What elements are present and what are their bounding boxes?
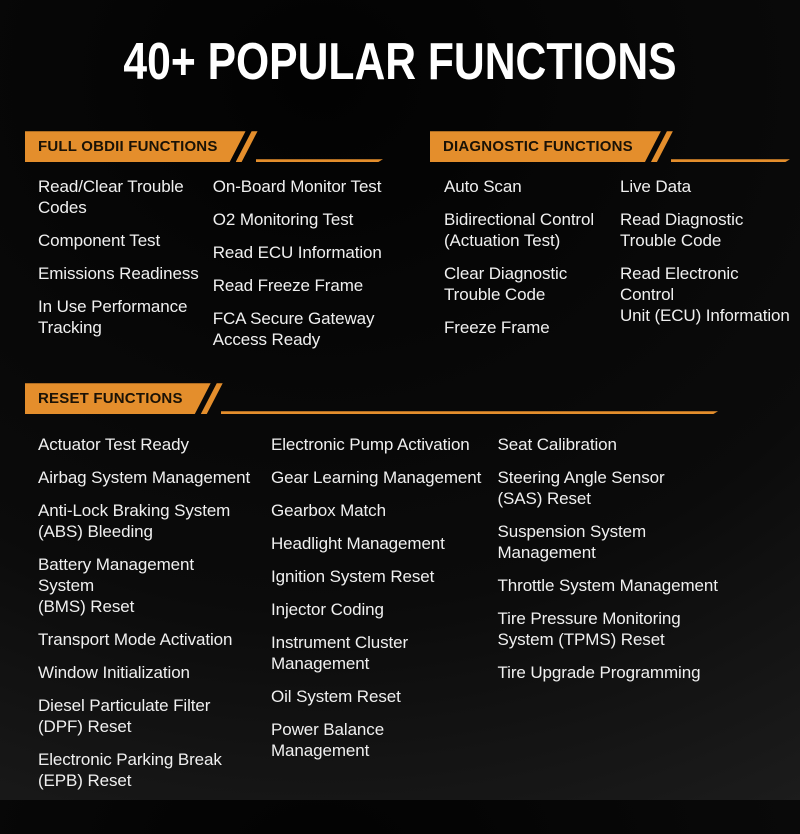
function-item: Electronic Parking Break (EPB) Reset: [38, 750, 222, 791]
function-item: Freeze Frame: [444, 318, 550, 338]
section-banner: FULL OBDII FUNCTIONS: [25, 131, 246, 162]
function-item: Instrument Cluster Management: [271, 633, 409, 674]
section-banner: RESET FUNCTIONS: [25, 383, 211, 414]
section-underline: [671, 159, 790, 162]
function-item: Oil System Reset: [271, 687, 401, 707]
function-item: Electronic Pump Activation: [271, 435, 470, 455]
top-sections-row: FULL OBDII FUNCTIONS Read/Clear Trouble …: [0, 131, 800, 383]
function-item: Throttle System Management: [497, 576, 718, 596]
section-underline: [256, 159, 383, 162]
section-title: RESET FUNCTIONS: [38, 390, 183, 408]
section-title: DIAGNOSTIC FUNCTIONS: [443, 138, 633, 156]
function-item: FCA Secure Gateway Access Ready: [212, 309, 375, 350]
section-diagnostic-header: DIAGNOSTIC FUNCTIONS: [430, 131, 790, 163]
function-item: In Use Performance Tracking: [38, 297, 188, 338]
function-item: Injector Coding: [271, 600, 384, 620]
function-item: Transport Mode Activation: [38, 630, 233, 650]
function-item: Diesel Particulate Filter (DPF) Reset: [38, 696, 211, 737]
function-item: Steering Angle Sensor (SAS) Reset: [497, 468, 665, 509]
function-item: Battery Management System (BMS) Reset: [38, 555, 195, 617]
function-item: Headlight Management: [271, 534, 445, 554]
popular-functions-poster: 40+ POPULAR FUNCTIONS FULL OBDII FUNCTIO…: [0, 33, 800, 834]
function-item: Window Initialization: [38, 663, 190, 683]
page-title: 40+ POPULAR FUNCTIONS: [123, 33, 677, 91]
section-reset: RESET FUNCTIONS Actuator Test Ready Airb…: [25, 383, 718, 791]
function-item: Clear Diagnostic Trouble Code: [444, 264, 568, 305]
section-full-obdii: FULL OBDII FUNCTIONS Read/Clear Trouble …: [25, 131, 383, 383]
function-item: Airbag System Management: [38, 468, 251, 488]
function-item: O2 Monitoring Test: [212, 210, 354, 230]
function-column: Actuator Test Ready Airbag System Manage…: [38, 434, 254, 791]
function-item: Suspension System Management: [497, 522, 647, 563]
function-item: Read/Clear Trouble Codes: [38, 177, 184, 218]
section-columns: Actuator Test Ready Airbag System Manage…: [25, 434, 718, 791]
function-item: Read Electronic Control Unit (ECU) Infor…: [620, 264, 790, 326]
function-item: Bidirectional Control (Actuation Test): [444, 210, 595, 251]
function-item: On-Board Monitor Test: [212, 177, 382, 197]
function-item: Power Balance Management: [271, 720, 385, 761]
function-item: Gearbox Match: [271, 501, 386, 521]
function-column: Live Data Read Diagnostic Trouble Code R…: [620, 176, 790, 338]
function-item: Component Test: [38, 231, 161, 251]
function-item: Anti-Lock Braking System (ABS) Bleeding: [38, 501, 231, 542]
section-title: FULL OBDII FUNCTIONS: [38, 138, 218, 156]
section-diagnostic: DIAGNOSTIC FUNCTIONS Auto Scan Bidirecti…: [430, 131, 790, 383]
function-item: Gear Learning Management: [271, 468, 482, 488]
section-columns: Auto Scan Bidirectional Control (Actuati…: [430, 176, 790, 338]
function-item: Read Diagnostic Trouble Code: [620, 210, 744, 251]
function-column: Seat Calibration Steering Angle Sensor (…: [498, 434, 719, 791]
function-item: Ignition System Reset: [271, 567, 435, 587]
function-column: On-Board Monitor Test O2 Monitoring Test…: [213, 176, 383, 350]
function-column: Auto Scan Bidirectional Control (Actuati…: [444, 176, 604, 338]
function-item: Read Freeze Frame: [212, 276, 364, 296]
section-underline: [221, 411, 718, 414]
function-column: Read/Clear Trouble Codes Component Test …: [38, 176, 201, 350]
function-item: Tire Pressure Monitoring System (TPMS) R…: [497, 609, 681, 650]
function-item: Live Data: [620, 177, 691, 197]
function-item: Tire Upgrade Programming: [497, 663, 701, 683]
function-item: Read ECU Information: [212, 243, 382, 263]
function-item: Actuator Test Ready: [38, 435, 189, 455]
section-banner: DIAGNOSTIC FUNCTIONS: [430, 131, 661, 162]
function-item: Emissions Readiness: [38, 264, 199, 284]
function-item: Seat Calibration: [497, 435, 617, 455]
section-reset-header: RESET FUNCTIONS: [25, 383, 718, 415]
section-full-obdii-header: FULL OBDII FUNCTIONS: [25, 131, 383, 163]
function-column: Electronic Pump Activation Gear Learning…: [271, 434, 483, 791]
function-item: Auto Scan: [444, 177, 522, 197]
section-columns: Read/Clear Trouble Codes Component Test …: [25, 176, 383, 350]
